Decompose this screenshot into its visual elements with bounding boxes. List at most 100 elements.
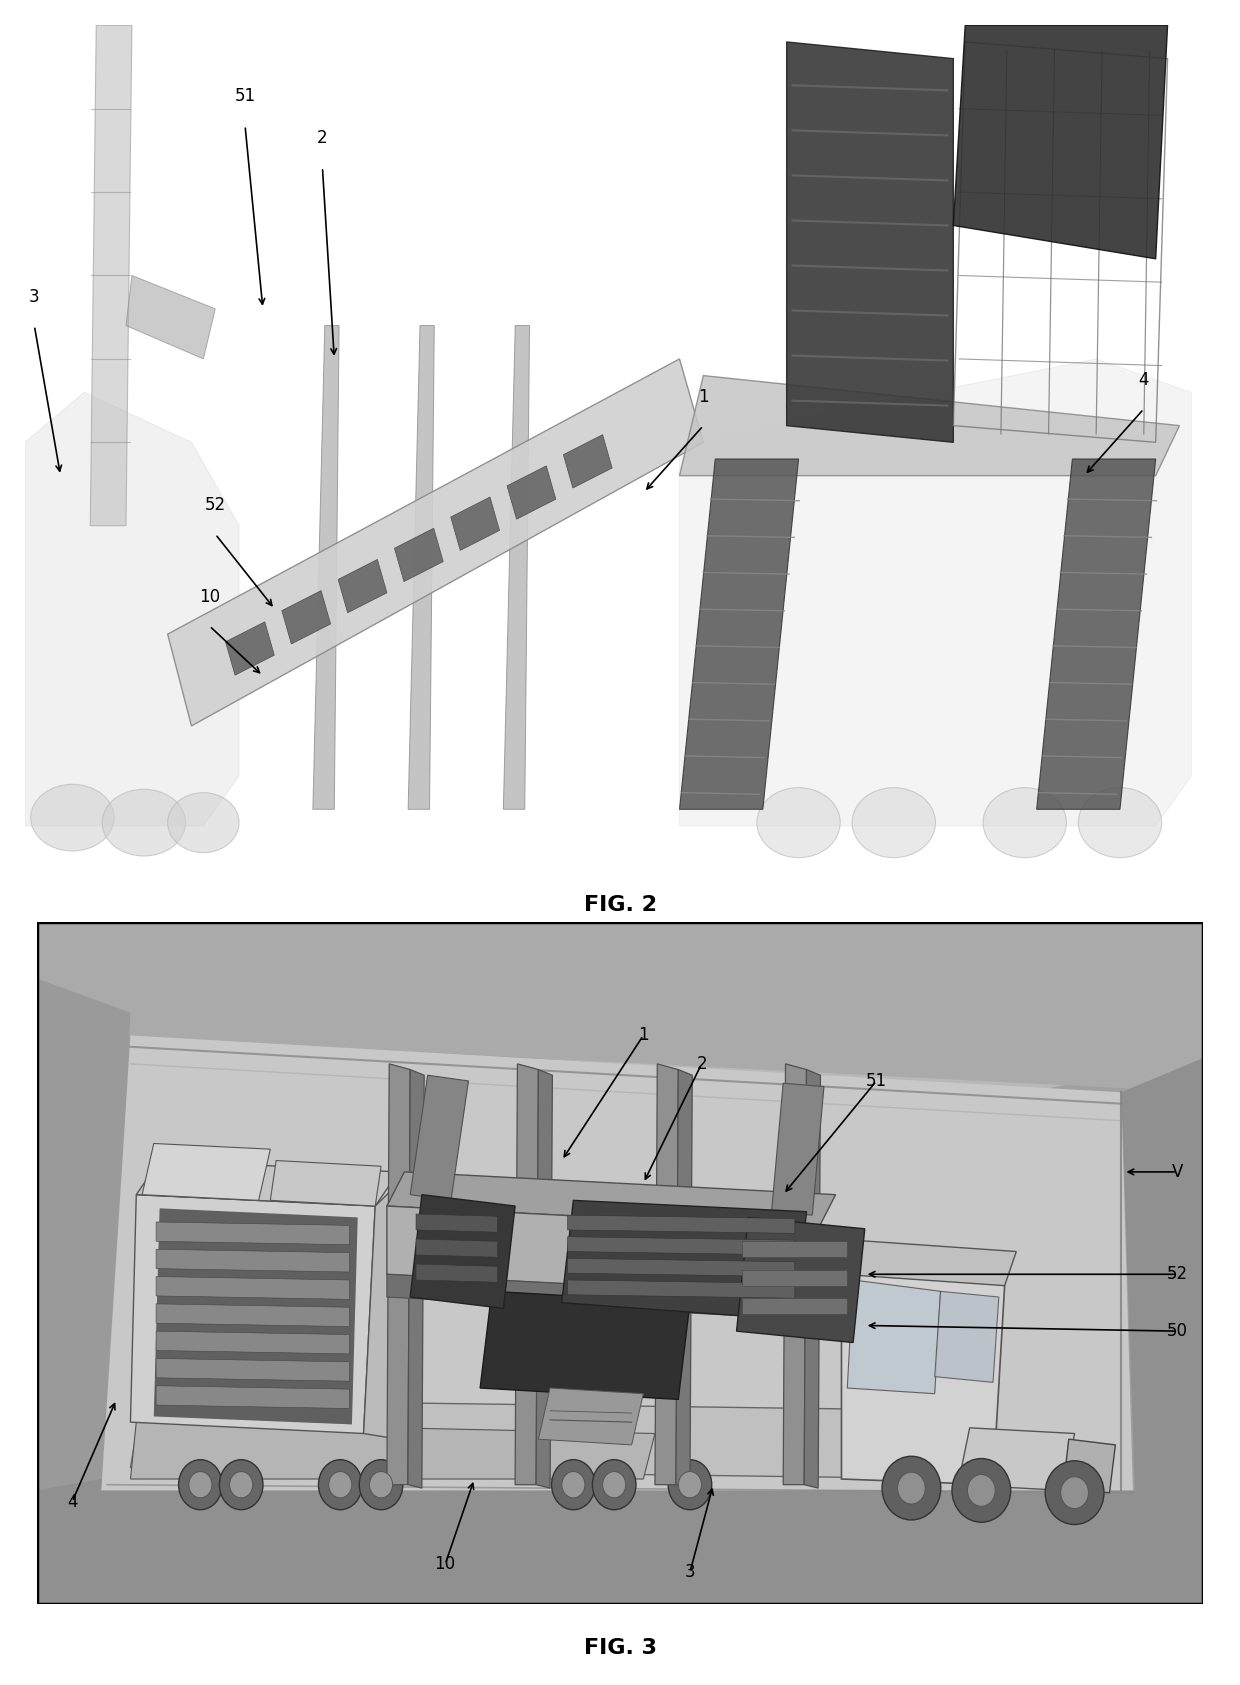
Text: 1: 1	[639, 1026, 649, 1045]
Polygon shape	[156, 1385, 350, 1409]
Polygon shape	[1037, 458, 1156, 809]
Polygon shape	[568, 1281, 795, 1297]
Polygon shape	[562, 1200, 806, 1319]
Text: 52: 52	[205, 495, 226, 514]
Ellipse shape	[360, 1459, 403, 1510]
Text: 51: 51	[234, 88, 255, 106]
Polygon shape	[680, 359, 1192, 826]
Polygon shape	[363, 1173, 410, 1439]
Polygon shape	[680, 458, 799, 809]
Polygon shape	[771, 1083, 823, 1215]
Ellipse shape	[219, 1459, 263, 1510]
Polygon shape	[387, 1063, 410, 1484]
Text: 4: 4	[1138, 371, 1149, 389]
Ellipse shape	[1045, 1461, 1104, 1525]
Polygon shape	[37, 922, 1203, 1092]
Polygon shape	[410, 1075, 469, 1200]
Polygon shape	[480, 1291, 689, 1399]
Bar	[743, 1242, 847, 1257]
Polygon shape	[25, 393, 239, 826]
Polygon shape	[312, 325, 339, 809]
Polygon shape	[126, 276, 216, 359]
Text: 52: 52	[1167, 1265, 1188, 1284]
Ellipse shape	[319, 1459, 362, 1510]
Ellipse shape	[967, 1474, 996, 1506]
Ellipse shape	[1079, 787, 1162, 858]
Polygon shape	[387, 1274, 818, 1319]
Polygon shape	[387, 1173, 836, 1228]
Text: FIG. 3: FIG. 3	[584, 1638, 656, 1658]
Polygon shape	[450, 497, 500, 551]
Polygon shape	[226, 622, 274, 676]
Polygon shape	[415, 1238, 497, 1257]
Polygon shape	[130, 1195, 376, 1434]
Polygon shape	[136, 1161, 398, 1206]
Ellipse shape	[898, 1473, 925, 1505]
Text: 3: 3	[684, 1564, 696, 1581]
Polygon shape	[156, 1331, 350, 1355]
Polygon shape	[515, 1063, 538, 1484]
Polygon shape	[167, 359, 703, 726]
Ellipse shape	[229, 1471, 253, 1498]
Ellipse shape	[983, 787, 1066, 858]
Polygon shape	[568, 1215, 795, 1233]
Polygon shape	[568, 1237, 795, 1255]
Ellipse shape	[552, 1459, 595, 1510]
Polygon shape	[102, 1035, 1133, 1491]
Polygon shape	[143, 1144, 270, 1200]
Polygon shape	[415, 1213, 497, 1232]
Polygon shape	[680, 376, 1179, 475]
Ellipse shape	[603, 1471, 626, 1498]
Text: 1: 1	[698, 388, 708, 406]
Polygon shape	[676, 1070, 692, 1488]
Polygon shape	[805, 1070, 821, 1488]
Polygon shape	[156, 1358, 350, 1382]
Polygon shape	[130, 1422, 655, 1479]
Polygon shape	[784, 1063, 806, 1484]
Polygon shape	[959, 1427, 1075, 1491]
Polygon shape	[538, 1388, 644, 1446]
Polygon shape	[130, 1399, 981, 1479]
Polygon shape	[415, 1264, 497, 1282]
Polygon shape	[156, 1304, 350, 1326]
Polygon shape	[655, 1063, 678, 1484]
Text: 2: 2	[697, 1055, 707, 1073]
Polygon shape	[410, 1195, 515, 1308]
Polygon shape	[563, 435, 613, 489]
Text: 10: 10	[198, 588, 219, 607]
Polygon shape	[270, 1161, 381, 1206]
Polygon shape	[387, 1206, 818, 1297]
Ellipse shape	[668, 1459, 712, 1510]
Text: V: V	[1172, 1163, 1183, 1181]
Text: 51: 51	[866, 1072, 887, 1090]
Ellipse shape	[852, 787, 935, 858]
Text: 50: 50	[1167, 1323, 1188, 1340]
Polygon shape	[37, 1479, 1203, 1604]
Ellipse shape	[102, 789, 186, 856]
Polygon shape	[408, 325, 434, 809]
Polygon shape	[1121, 1058, 1203, 1604]
Text: 10: 10	[434, 1555, 456, 1574]
Ellipse shape	[952, 1459, 1011, 1522]
Ellipse shape	[329, 1471, 352, 1498]
Polygon shape	[394, 527, 443, 581]
Polygon shape	[281, 591, 331, 644]
Ellipse shape	[593, 1459, 636, 1510]
Text: 4: 4	[67, 1493, 77, 1511]
Ellipse shape	[1060, 1476, 1089, 1508]
Polygon shape	[847, 1281, 941, 1393]
Ellipse shape	[678, 1471, 702, 1498]
Text: 2: 2	[317, 130, 327, 147]
Polygon shape	[339, 559, 387, 613]
Polygon shape	[156, 1277, 350, 1299]
Ellipse shape	[179, 1459, 222, 1510]
Ellipse shape	[31, 784, 114, 851]
Polygon shape	[507, 465, 556, 519]
Polygon shape	[37, 922, 1203, 1092]
Polygon shape	[954, 25, 1168, 259]
Bar	[743, 1297, 847, 1314]
Ellipse shape	[167, 792, 239, 853]
Polygon shape	[842, 1240, 1017, 1286]
Text: 3: 3	[29, 288, 40, 305]
Polygon shape	[935, 1291, 999, 1382]
